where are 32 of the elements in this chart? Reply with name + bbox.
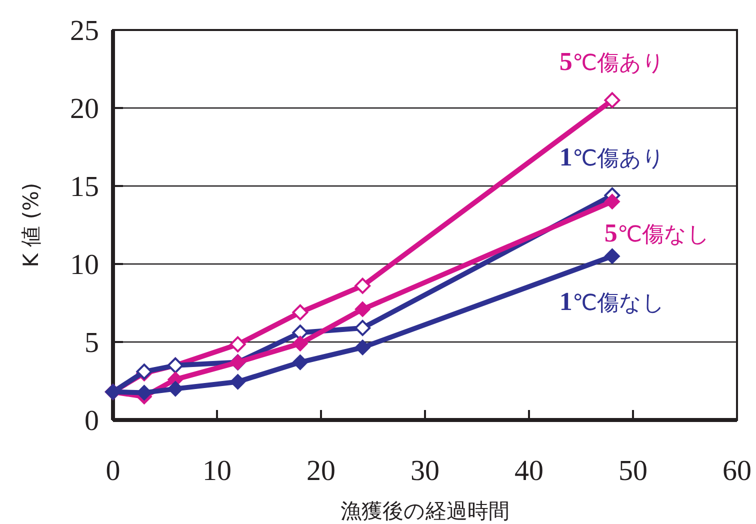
series-label: 5℃傷あり <box>559 47 666 76</box>
point <box>168 381 184 397</box>
y-tick-label: 10 <box>70 249 99 281</box>
x-tick-label: 0 <box>106 455 120 487</box>
point <box>230 336 246 352</box>
point <box>292 354 308 370</box>
point <box>604 194 620 210</box>
y-axis-title: K 値 (%) <box>19 182 43 268</box>
x-tick-label: 10 <box>202 455 232 487</box>
x-tick-label: 20 <box>306 455 336 487</box>
series-label: 5℃傷なし <box>604 218 710 248</box>
series-label: 1℃傷なし <box>559 287 666 316</box>
point <box>292 336 308 352</box>
y-tick-label: 5 <box>84 327 99 359</box>
y-tick-label: 0 <box>84 405 99 437</box>
point <box>354 278 371 294</box>
point <box>230 374 246 390</box>
point <box>354 301 370 317</box>
x-tick-label: 30 <box>410 455 440 487</box>
point <box>354 320 371 336</box>
x-tick-label: 50 <box>618 455 648 487</box>
y-tick-label: 15 <box>70 171 99 203</box>
x-tick-label: 60 <box>722 455 752 487</box>
y-tick-label: 20 <box>70 93 99 125</box>
point <box>292 304 308 320</box>
x-tick-label: 40 <box>514 455 544 487</box>
point <box>354 340 370 356</box>
x-axis-title: 漁獲後の経過時間 <box>340 499 510 523</box>
point <box>604 248 620 264</box>
series-label: 1℃傷あり <box>559 142 666 172</box>
point <box>604 92 620 108</box>
y-tick-label: 25 <box>70 15 99 47</box>
